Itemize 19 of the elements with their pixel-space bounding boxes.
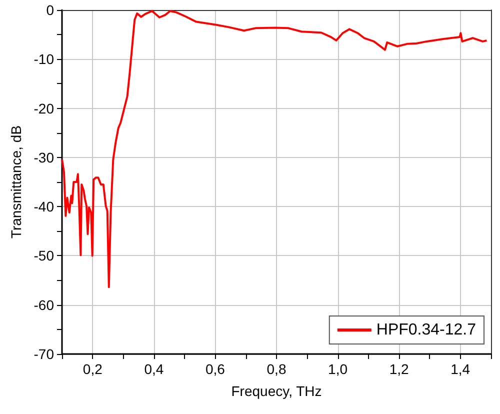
x-tick-label: 0,4 [144,361,164,377]
x-tick-label: 1,4 [450,361,470,377]
y-tick-label: -20 [34,100,54,116]
y-tick-label: -40 [34,198,54,215]
legend-label: HPF0.34-12.7 [376,322,476,338]
x-tick-label: 1,2 [389,361,410,377]
y-tick-label: -30 [34,149,54,166]
y-tick-label: -50 [34,248,54,264]
y-axis-title: Transmittance, dB [8,125,24,239]
y-tick-label: -70 [34,346,54,362]
x-tick-label: 1,0 [328,361,348,377]
y-tick-label: 0 [46,2,54,18]
y-tick-label: -10 [34,51,54,68]
line-series [61,10,488,288]
y-tick-label: -60 [34,296,54,313]
x-axis-title: Frequecy, THz [231,383,322,399]
x-tick-label: 0,8 [266,361,286,377]
x-tick-label: 0,6 [205,361,226,377]
x-tick-label: 0,2 [82,361,103,377]
